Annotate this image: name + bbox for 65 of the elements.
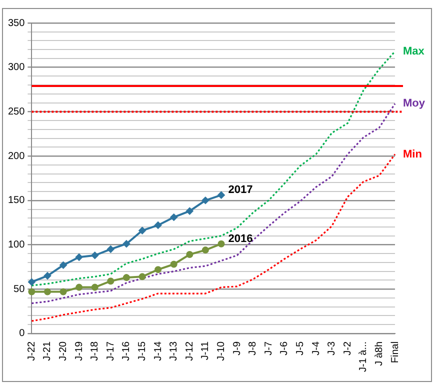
point [186, 250, 194, 258]
y-tick-label: 200 [8, 150, 26, 162]
point [202, 196, 209, 204]
point [76, 254, 83, 261]
series-label: 2017 [228, 184, 253, 196]
x-tick-label: J-1 à... [358, 341, 370, 372]
point [107, 278, 114, 285]
point [91, 284, 98, 291]
y-tick-label: 50 [14, 284, 26, 295]
y-tick-label: 0 [19, 328, 26, 340]
point [91, 252, 98, 259]
y-tick-label: 350 [8, 18, 26, 29]
point [218, 240, 225, 248]
series-label: 2016 [228, 232, 253, 245]
point [44, 272, 51, 280]
point [154, 222, 162, 229]
point [170, 260, 178, 268]
point [60, 262, 67, 269]
point [154, 266, 162, 274]
x-tick-label: J à8h [374, 341, 385, 366]
point [170, 214, 178, 221]
x-tick-label: J-11 [200, 341, 212, 360]
y-tick-label: 300 [8, 62, 26, 74]
point [138, 273, 146, 280]
y-tick-label: 100 [8, 239, 26, 250]
point [202, 246, 209, 254]
x-tick-label: J-9 [232, 341, 243, 356]
point [218, 192, 225, 199]
x-tick-label: J-21 [42, 340, 54, 361]
point [28, 278, 36, 286]
x-tick-label: J-2 [342, 341, 354, 356]
point [28, 288, 36, 296]
x-tick-label: J-22 [26, 340, 38, 361]
x-tick-label: J-18 [90, 340, 101, 361]
point [186, 208, 194, 215]
x-tick-label: J-8 [248, 341, 259, 356]
series-label: Min [403, 148, 422, 160]
x-tick-label: J-14 [152, 340, 164, 361]
y-tick-label: 150 [8, 195, 26, 206]
line-series [30, 102, 396, 304]
line-series [30, 153, 396, 322]
x-tick-label: J-10 [216, 340, 227, 361]
x-tick-label: J-20 [58, 340, 70, 361]
y-tick-label: 250 [8, 106, 26, 118]
x-tick-label: J-16 [121, 340, 132, 361]
x-tick-label: J-5 [294, 341, 306, 356]
series-label: Moy [403, 98, 426, 110]
x-tick-label: Final [390, 341, 401, 364]
point [60, 288, 67, 296]
point [76, 284, 83, 291]
x-tick-label: J-4 [310, 341, 322, 356]
x-tick-label: J-13 [168, 340, 180, 361]
point [44, 288, 51, 296]
x-tick-label: J-7 [263, 341, 274, 356]
x-tick-label: J-12 [184, 340, 196, 361]
point [138, 227, 146, 234]
x-tick-label: J-19 [74, 340, 85, 361]
series-label: Max [403, 45, 426, 58]
point [107, 246, 114, 253]
point [122, 240, 130, 248]
x-tick-label: J-3 [326, 341, 338, 356]
x-tick-label: J-6 [279, 341, 290, 356]
x-tick-label: J-17 [105, 340, 116, 361]
point [122, 274, 130, 282]
x-tick-label: J-15 [137, 340, 148, 361]
